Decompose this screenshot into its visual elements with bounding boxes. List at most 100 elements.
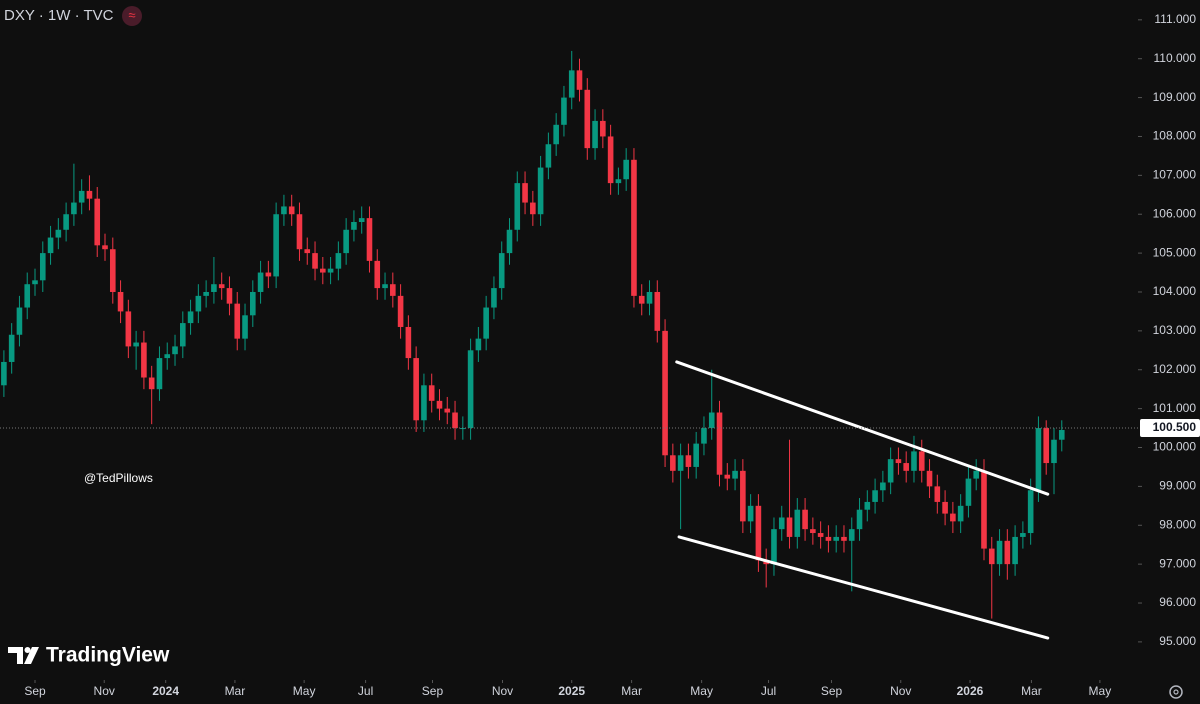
x-tick-label: May [1089, 684, 1112, 698]
candle-body [887, 459, 894, 483]
candle-body [957, 505, 964, 522]
candle-body [747, 505, 754, 522]
x-tick-label: 2025 [558, 684, 585, 698]
candle-body [94, 198, 101, 246]
x-tick-label: Sep [821, 684, 843, 698]
candle-body [903, 463, 909, 471]
candle-body [716, 412, 723, 475]
candle-body [32, 280, 38, 285]
candle-body [638, 295, 645, 304]
candle-body [786, 517, 793, 537]
y-tick-label: 109.000 [1153, 90, 1197, 104]
candle-body [179, 323, 186, 347]
candle-body [47, 237, 54, 254]
candle-body [288, 206, 295, 215]
y-tick-label: 95.000 [1159, 634, 1196, 648]
candle-body [436, 400, 443, 409]
y-tick-label: 111.000 [1154, 12, 1196, 26]
candle-body [71, 202, 77, 215]
settings-icon[interactable] [1169, 685, 1183, 699]
candle-body [1035, 428, 1042, 491]
candle-body [78, 190, 85, 203]
candle-body [794, 509, 801, 537]
candle-body [973, 470, 980, 479]
candle-body [1027, 490, 1034, 534]
candle-body [988, 548, 995, 565]
candle-body [1, 361, 7, 386]
gear-hub[interactable] [1173, 689, 1179, 695]
y-tick-label: 103.000 [1153, 323, 1197, 337]
candle-body [24, 284, 31, 308]
y-tick-label: 106.000 [1153, 206, 1197, 220]
candle-body [343, 229, 349, 254]
last-price-label: 100.500 [1153, 420, 1197, 434]
candle-body [327, 268, 334, 273]
candle-body [934, 486, 941, 502]
candle-body [646, 291, 653, 304]
candle-body [600, 120, 606, 137]
x-tick-label: Mar [1021, 684, 1042, 698]
candle-body [1043, 428, 1050, 464]
candle-body [755, 505, 762, 561]
candle-body [810, 529, 816, 534]
candle-body [172, 346, 178, 355]
candle-body [273, 214, 279, 277]
trendline [677, 535, 1050, 640]
candle-body [242, 315, 248, 339]
candle-body [872, 490, 878, 502]
candle-body [662, 330, 668, 456]
candle-body [125, 311, 132, 347]
candle-body [740, 470, 746, 522]
candle-body [491, 288, 497, 308]
candle-body [724, 474, 731, 479]
candle-body [351, 222, 357, 230]
candle-body [545, 144, 552, 168]
candle-body [1058, 430, 1065, 440]
candle-body [483, 307, 489, 339]
candle-body [880, 482, 886, 491]
candle-body [1051, 439, 1057, 464]
y-tick-label: 110.000 [1154, 51, 1197, 65]
candle-body [16, 307, 23, 335]
candle-body [405, 326, 412, 359]
candle-body [257, 272, 264, 292]
candle-body [654, 291, 661, 331]
candle-body [592, 120, 598, 149]
x-tick-label: Sep [422, 684, 444, 698]
y-tick-label: 97.000 [1159, 556, 1196, 570]
candle-body [631, 159, 637, 296]
candle-body [156, 358, 163, 390]
y-tick-label: 107.000 [1153, 168, 1197, 182]
y-tick-label: 100.000 [1153, 440, 1197, 454]
x-tick-label: Mar [225, 684, 246, 698]
gear[interactable] [1169, 685, 1183, 699]
candle-body [965, 478, 972, 506]
candle-body [918, 451, 925, 471]
x-tick-label: 2024 [152, 684, 179, 698]
candle-body [1004, 540, 1011, 565]
logo-dot [24, 647, 31, 653]
candle-body [926, 470, 933, 487]
candle-body [413, 358, 419, 421]
x-tick-label: Sep [24, 684, 46, 698]
candle-body [607, 136, 614, 184]
candle-body [390, 284, 396, 296]
candle-body [218, 284, 225, 289]
candle-body [817, 533, 824, 537]
candle-body [708, 412, 715, 429]
candle-body [771, 529, 777, 565]
candle-body [553, 124, 559, 145]
candle-body [421, 385, 427, 421]
candle-body [141, 342, 147, 378]
watermark-logo [8, 647, 39, 664]
candle-body [701, 428, 707, 444]
candle-body [950, 513, 956, 522]
candle-body [825, 536, 832, 541]
x-tick-label: Nov [492, 684, 513, 698]
candle-body [498, 253, 505, 289]
y-tick-label: 96.000 [1159, 595, 1196, 609]
candle-body [39, 253, 46, 281]
candle-body [250, 291, 256, 316]
candle-body [833, 536, 839, 541]
